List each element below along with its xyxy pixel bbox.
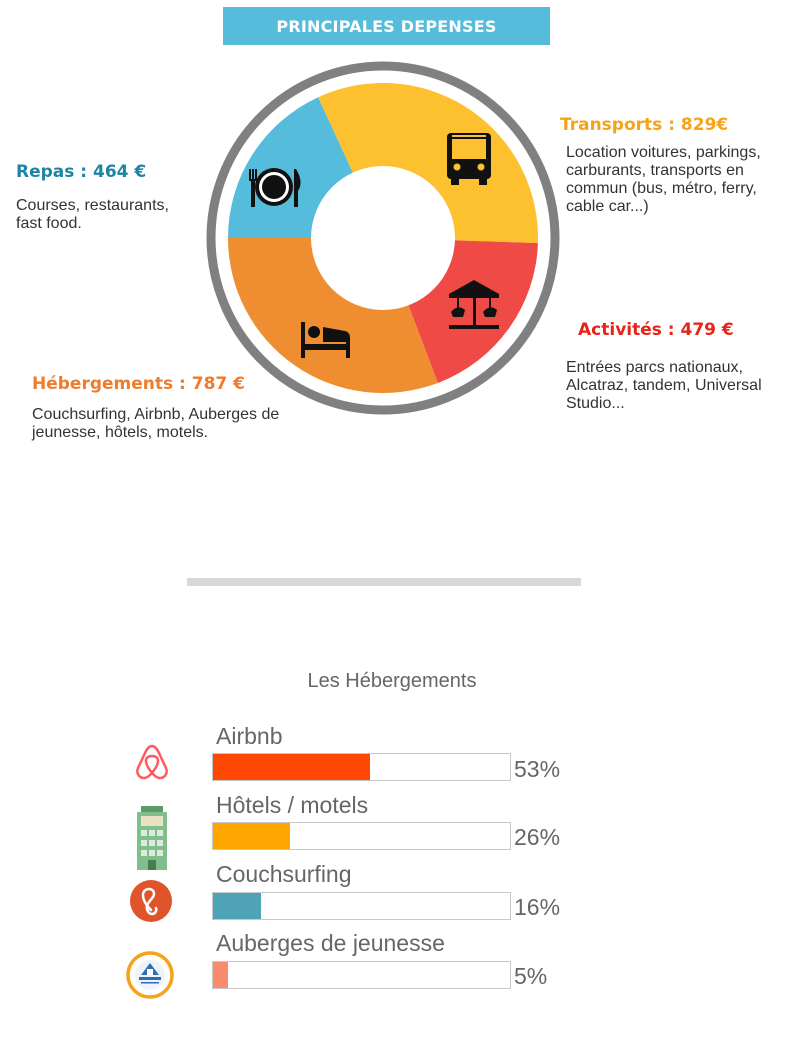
hotel-icon [137,806,167,870]
bar-track [212,753,511,781]
bus-icon [447,133,491,185]
bar-value-label: 26% [514,824,561,850]
activites-description: Entrées parcs nationaux, Alcatraz, tande… [566,359,762,412]
bar-track [212,961,511,989]
bar-fill [213,823,291,849]
donut-outer-ring [206,61,560,415]
bar-fill [213,893,261,919]
donut-hole [311,166,455,310]
dining-icon [249,168,301,207]
bar-value-label: 16% [514,894,561,920]
carousel-icon [449,280,499,329]
lodging-chart-title: Les Hébergements [307,670,477,692]
bar-label: Hôtels / motels [216,792,369,818]
bar-value-label: 53% [514,756,561,782]
activites-title: Activités : 479 € [578,320,734,340]
transports-title: Transports : 829€ [560,115,729,135]
repas-description: Courses, restaurants, fast food. [16,197,169,232]
hebergements-title: Hébergements : 787 € [32,374,245,394]
repas-title: Repas : 464 € [16,162,147,182]
transports-description: Location voitures, parkings, carburants,… [566,144,761,215]
bar-fill [213,962,228,988]
hebergements-description: Couchsurfing, Airbnb, Auberges de jeunes… [32,406,280,441]
airbnb-icon [136,744,168,780]
section-divider [187,578,581,586]
bar-label: Airbnb [216,723,283,749]
bed-icon [301,322,350,358]
couchsurfing-icon [130,880,172,922]
expenses-donut-chart [206,61,560,415]
bar-fill [213,754,371,780]
bar-value-label: 5% [514,963,548,989]
bar-track [212,822,511,850]
hostelling-icon [126,951,174,999]
bar-track [212,892,511,920]
page-title: PRINCIPALES DEPENSES [223,7,550,45]
bar-label: Auberges de jeunesse [216,930,445,956]
bar-label: Couchsurfing [216,861,352,887]
